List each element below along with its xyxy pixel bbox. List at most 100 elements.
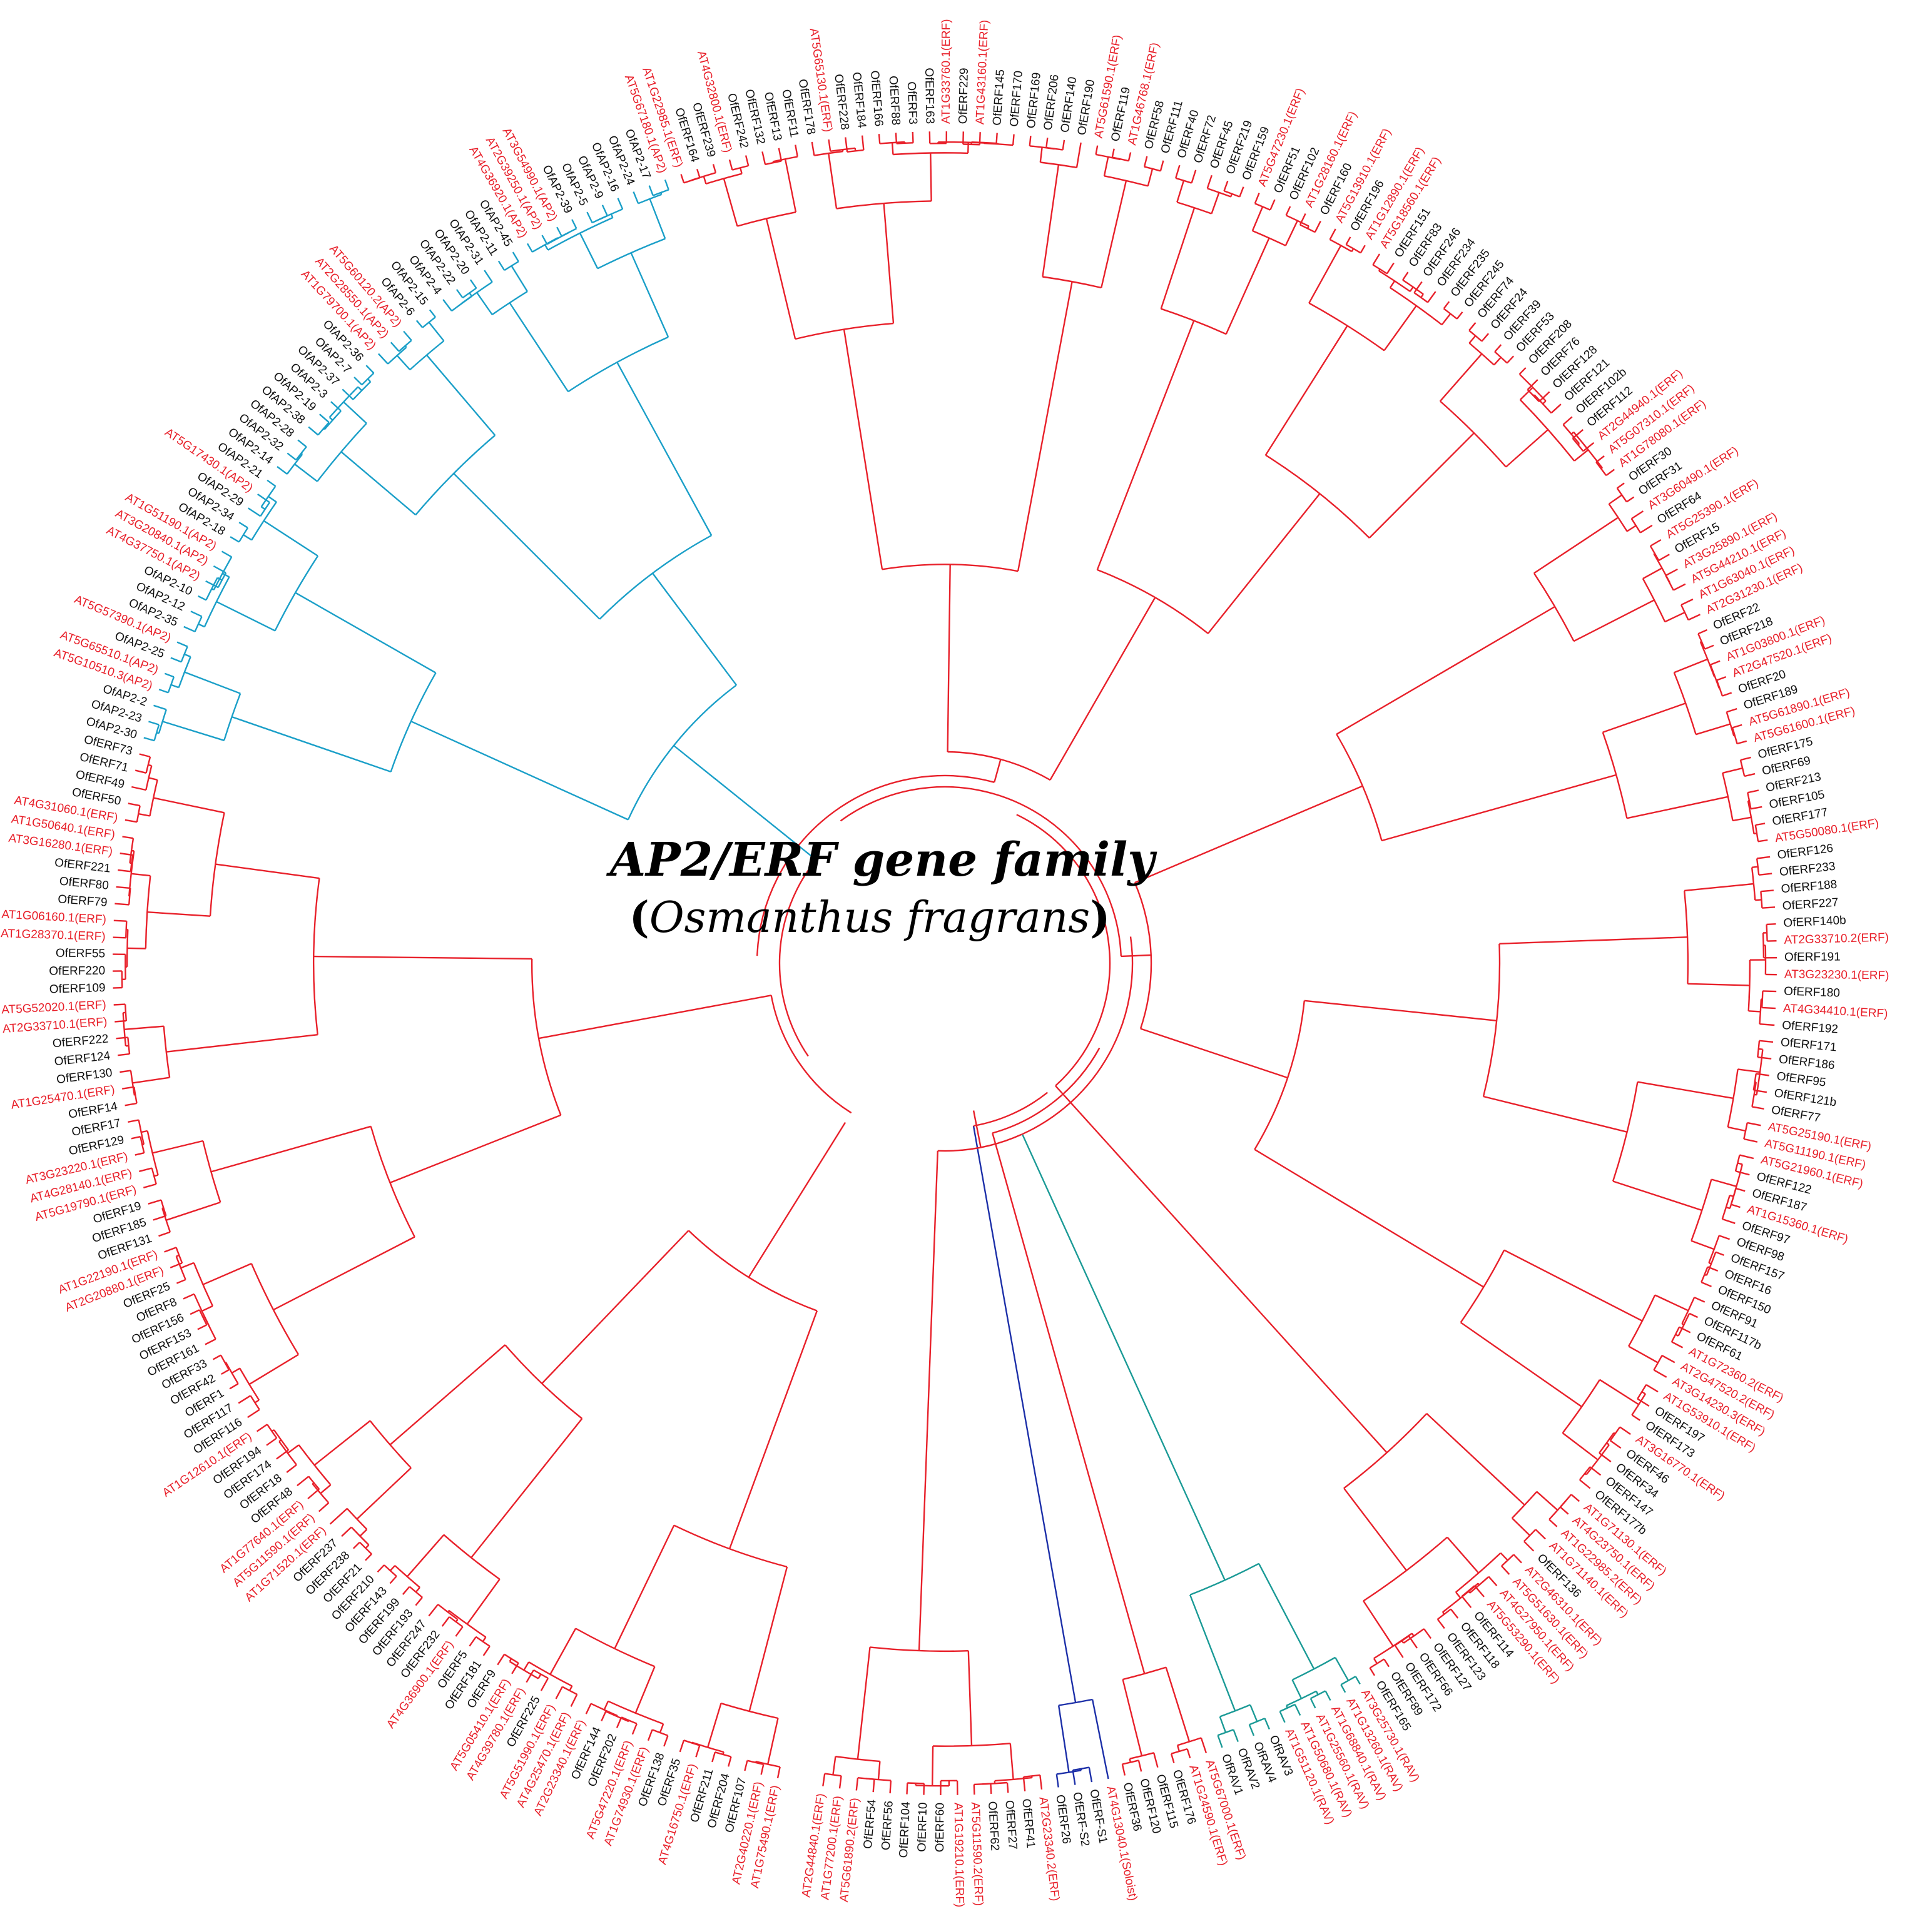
branch-radial [740,168,743,174]
branch-radial [1757,1056,1772,1060]
branch-radial [1664,612,1685,623]
branch-radial [118,1053,130,1056]
branch-radial [1140,1028,1288,1079]
branch-radial [1756,856,1771,859]
branch-radial [1737,1068,1761,1073]
branch-radial [1345,236,1351,245]
osmanthus-leaf-label: OfERF56 [880,1800,896,1850]
branch-radial [585,1703,592,1714]
branch-radial [1254,1148,1485,1288]
branch-radial [118,869,131,873]
branch-radial [263,520,318,557]
branch-radial [838,1776,842,1789]
branch-radial [231,1367,240,1374]
branch-radial [377,1564,385,1573]
branch-radial [648,185,654,196]
branch-arc [1346,243,1361,254]
branch-radial [1754,833,1757,835]
branch-radial [631,1723,638,1735]
branch-radial [1441,1611,1445,1615]
branch-radial [1506,355,1515,364]
branch-radial [1137,1760,1142,1772]
branch-radial [469,1636,477,1647]
branch-radial [832,1756,836,1775]
branch-radial [132,1076,170,1084]
branch-arc [653,189,669,196]
branch-radial [266,1437,277,1446]
osmanthus-leaf-label: OfERF233 [1779,860,1836,879]
branch-radial [1617,482,1625,489]
tree-leaf-labels: AT1G75490.1(ERF)AT2G40220.1(ERF)OfERF107… [1,19,1889,1907]
osmanthus-leaf-label: OfERF126 [1777,842,1834,862]
branch-arc [260,502,270,517]
branch-radial [1747,789,1759,794]
branch-arc [1747,801,1755,834]
branch-radial [1688,614,1701,621]
branch-radial [616,1716,623,1728]
branch-radial [1443,301,1450,310]
branch-arc [1029,145,1055,150]
branch-radial [932,1746,934,1786]
branch-radial [1223,180,1229,191]
branch-radial [1610,1440,1622,1449]
branch-radial [1340,1684,1346,1693]
branch-arc [128,851,135,897]
branch-radial [143,1183,157,1188]
branch-radial [1747,1121,1761,1127]
branch-radial [294,463,318,482]
branch-radial [156,732,160,734]
branch-radial [128,1119,139,1123]
branch-radial [1722,692,1732,697]
branch-arc [835,1756,880,1763]
branch-radial [1755,823,1766,826]
branch-radial [1533,517,1619,574]
branch-radial [402,1586,410,1595]
branch-radial [1075,142,1082,168]
branch-radial [184,671,241,694]
branch-radial [313,1420,371,1466]
branch-radial [469,279,477,289]
branch-radial [365,1553,372,1561]
branch-arc [409,340,445,370]
branch-radial [455,1626,464,1637]
branch-radial [1176,1744,1181,1752]
osmanthus-leaf-label: OfERF206 [1042,74,1062,131]
branch-arc [1022,936,1134,1135]
branch-radial [131,1136,141,1140]
branch-radial [1468,322,1477,332]
branch-arc [1443,308,1458,320]
branch-radial [256,1424,268,1432]
osmanthus-leaf-label: OfERF166 [868,70,885,127]
branch-radial [1175,165,1181,179]
branch-radial [230,536,240,543]
branch-radial [389,1565,396,1571]
branch-arc [1726,712,1735,736]
branch-radial [221,1369,230,1375]
branch-radial [1147,168,1154,186]
branch-radial [135,769,146,774]
branch-radial [767,1718,779,1764]
branch-radial [190,1309,200,1315]
branch-radial [1722,767,1743,774]
branch-radial [1251,206,1264,231]
branch-radial [659,1723,664,1733]
branch-arc [893,152,969,156]
branch-radial [1045,138,1049,148]
branch-radial [1336,605,1555,735]
branch-radial [1694,1297,1706,1303]
branch-radial [229,1383,239,1390]
branch-arc [1096,153,1121,161]
osmanthus-leaf-label: OfERF26 [1053,1794,1073,1845]
branch-radial [1483,1095,1627,1133]
branch-arc [994,1776,1032,1782]
branch-radial [190,610,203,617]
branch-radial [1626,496,1635,503]
branch-arc [747,1759,764,1765]
branch-arc [475,1636,491,1647]
branch-arc [1595,462,1607,476]
branch-radial [1560,1506,1569,1515]
branch-radial [176,1278,186,1284]
branch-radial [1383,1658,1390,1668]
branch-radial [1127,152,1132,161]
